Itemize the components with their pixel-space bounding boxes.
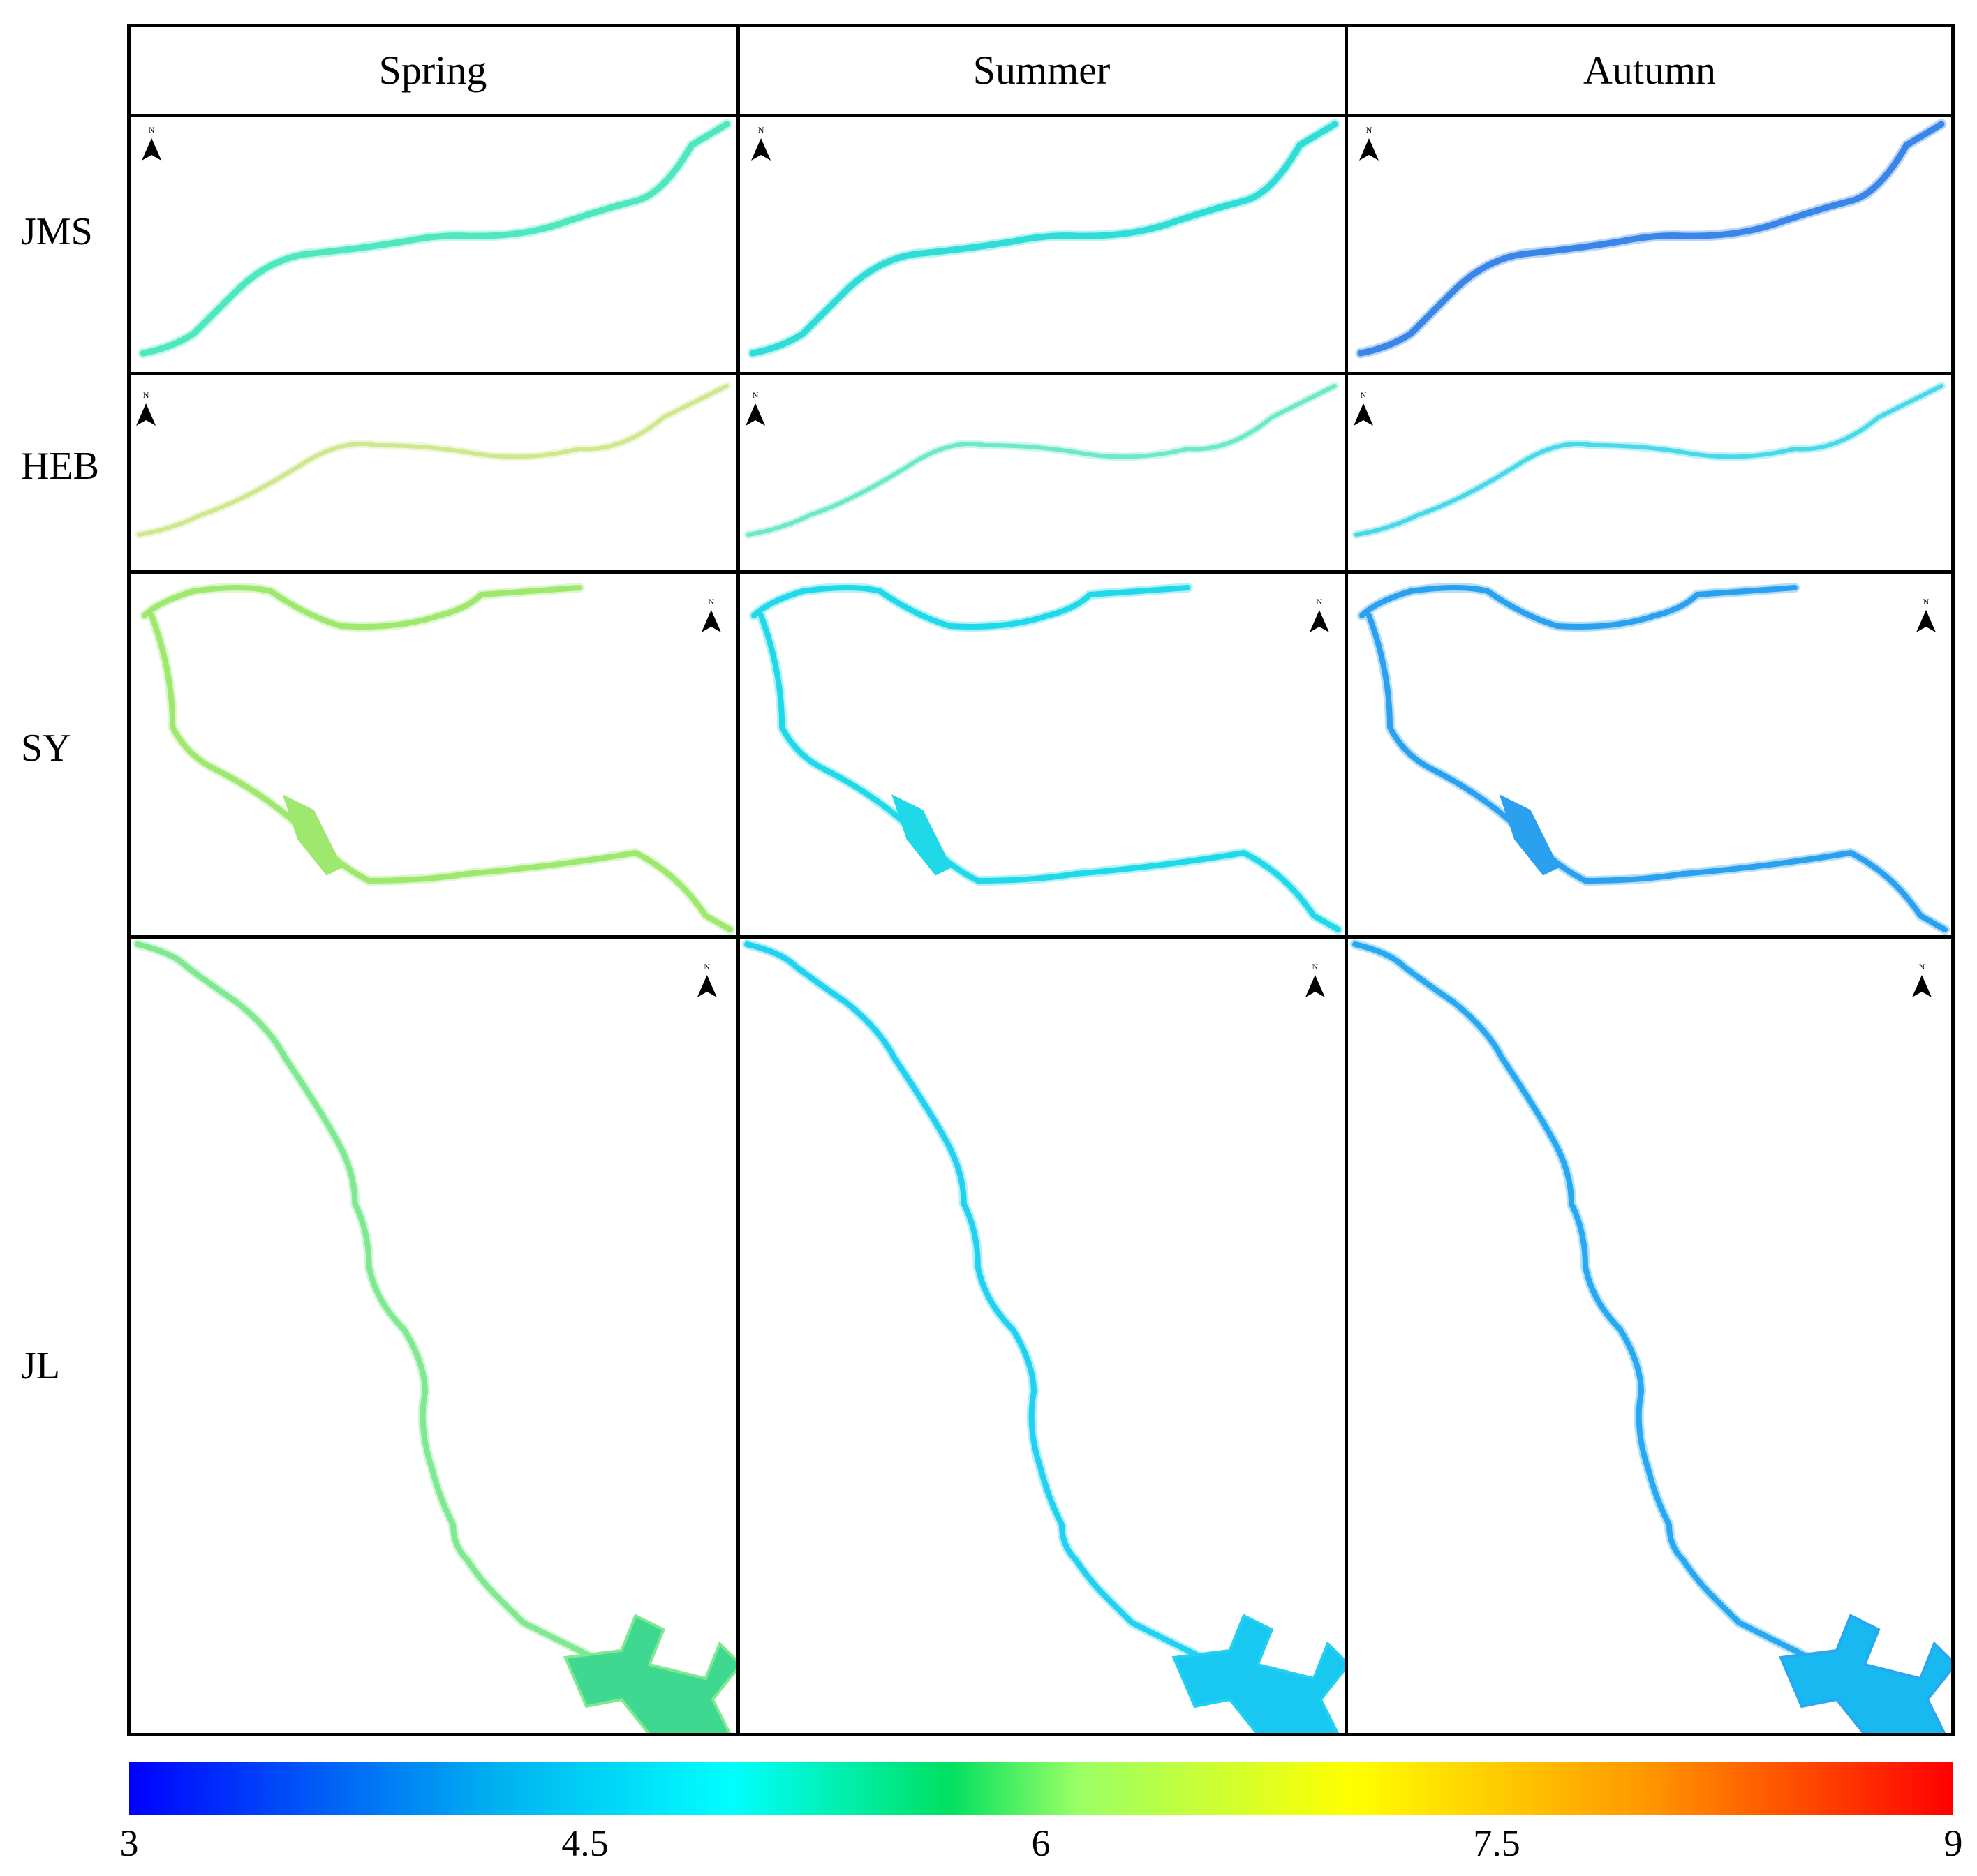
river-map-svg: N — [140, 583, 735, 935]
map-panel-jms-spring: N — [131, 117, 736, 372]
river-map-svg: N — [1352, 382, 1946, 539]
river-channel — [1357, 121, 1945, 357]
grid-divider-col2 — [1345, 24, 1348, 1736]
north-arrow-icon — [746, 403, 766, 426]
grid-divider-jms — [127, 372, 1955, 375]
row-label-jms: JMS — [21, 210, 93, 253]
row-label-sy: SY — [21, 727, 71, 770]
map-panel-jl-spring: N — [131, 939, 736, 1733]
north-arrow-icon — [142, 138, 162, 161]
river-channel — [1352, 941, 1826, 1667]
north-arrow-icon — [751, 138, 771, 161]
river-outline — [135, 382, 731, 539]
reservoir-area — [563, 1614, 736, 1733]
river-channel — [1354, 384, 1943, 537]
river-map-svg: N — [135, 382, 731, 539]
map-panel-heb-spring: N — [131, 375, 736, 570]
grid-divider-col1 — [736, 24, 740, 1736]
north-arrow-icon — [1309, 610, 1329, 632]
grid-divider-sy — [127, 935, 1955, 939]
river-map-svg: N — [747, 119, 1340, 359]
north-label: N — [149, 125, 155, 135]
map-panel-sy-autumn: N — [1348, 574, 1951, 935]
reservoir-area — [1779, 1614, 1951, 1733]
north-label: N — [1366, 125, 1372, 135]
colorbar-tick-6: 6 — [1031, 1822, 1051, 1864]
colorbar-tick-3: 3 — [119, 1822, 139, 1864]
north-label: N — [1361, 390, 1367, 400]
grid-divider-header — [127, 114, 1955, 117]
row-label-jl: JL — [21, 1344, 60, 1387]
grid-border-top — [127, 24, 1955, 27]
north-arrow-icon — [697, 975, 717, 997]
reservoir-area — [891, 794, 952, 876]
map-panel-jl-autumn: N — [1348, 939, 1951, 1733]
map-panel-heb-autumn: N — [1348, 375, 1951, 570]
colorbar-tick-9: 9 — [1943, 1822, 1963, 1864]
river-outline — [133, 939, 613, 1669]
river-outline — [1352, 382, 1946, 539]
north-label: N — [704, 962, 710, 972]
north-label: N — [1317, 597, 1323, 606]
river-map-svg: N — [138, 119, 732, 359]
river-channel — [749, 121, 1338, 357]
map-panel-heb-summer: N — [740, 375, 1345, 570]
grid-border-bottom — [127, 1733, 1955, 1736]
north-label: N — [758, 125, 764, 135]
row-label-heb: HEB — [21, 445, 99, 488]
river-channel — [135, 941, 611, 1667]
reservoir-area — [1499, 794, 1560, 876]
season-header-autumn: Autumn — [1583, 47, 1717, 93]
river-outline — [1350, 939, 1828, 1669]
north-arrow-icon — [1359, 138, 1379, 161]
north-arrow-icon — [1354, 403, 1373, 426]
river-channel — [137, 384, 729, 537]
river-channel — [751, 585, 1341, 932]
north-arrow-icon — [1305, 975, 1325, 997]
map-panel-sy-spring: N — [131, 574, 736, 935]
river-map-svg: N — [1357, 583, 1950, 935]
reservoir-area — [282, 794, 343, 876]
north-label: N — [1919, 962, 1925, 972]
north-label: N — [143, 390, 149, 400]
river-map-svg: N — [749, 583, 1343, 935]
north-arrow-icon — [136, 403, 156, 426]
grid-divider-heb — [127, 570, 1955, 574]
season-header-spring: Spring — [378, 47, 487, 93]
map-panel-sy-summer: N — [740, 574, 1345, 935]
north-arrow-icon — [701, 610, 721, 632]
grid-border-right — [1951, 24, 1955, 1736]
north-label: N — [753, 390, 759, 400]
river-channel — [1359, 585, 1948, 932]
colorbar-tick-7-5: 7.5 — [1473, 1822, 1520, 1864]
river-channel — [744, 941, 1219, 1667]
river-channel — [140, 121, 730, 357]
map-panel-jms-summer: N — [740, 117, 1345, 372]
river-channel — [746, 384, 1337, 537]
north-label: N — [1312, 962, 1319, 972]
river-outline — [744, 382, 1339, 539]
river-map-svg: N — [744, 382, 1339, 539]
north-arrow-icon — [1916, 610, 1936, 632]
river-map-svg: N — [742, 939, 1345, 1733]
river-map-svg: N — [1355, 119, 1947, 359]
season-header-summer: Summer — [972, 47, 1111, 93]
north-label: N — [708, 597, 714, 606]
river-map-svg: N — [133, 939, 736, 1733]
river-channel — [142, 585, 733, 932]
colorbar — [129, 1762, 1953, 1815]
north-label: N — [1923, 597, 1930, 606]
map-panel-jl-summer: N — [740, 939, 1345, 1733]
river-map-svg: N — [1350, 939, 1951, 1733]
reservoir-area — [1171, 1614, 1345, 1733]
north-arrow-icon — [1912, 975, 1932, 997]
grid-border-left — [127, 24, 131, 1736]
colorbar-tick-4-5: 4.5 — [561, 1822, 609, 1864]
map-panel-jms-autumn: N — [1348, 117, 1951, 372]
river-outline — [742, 939, 1221, 1669]
